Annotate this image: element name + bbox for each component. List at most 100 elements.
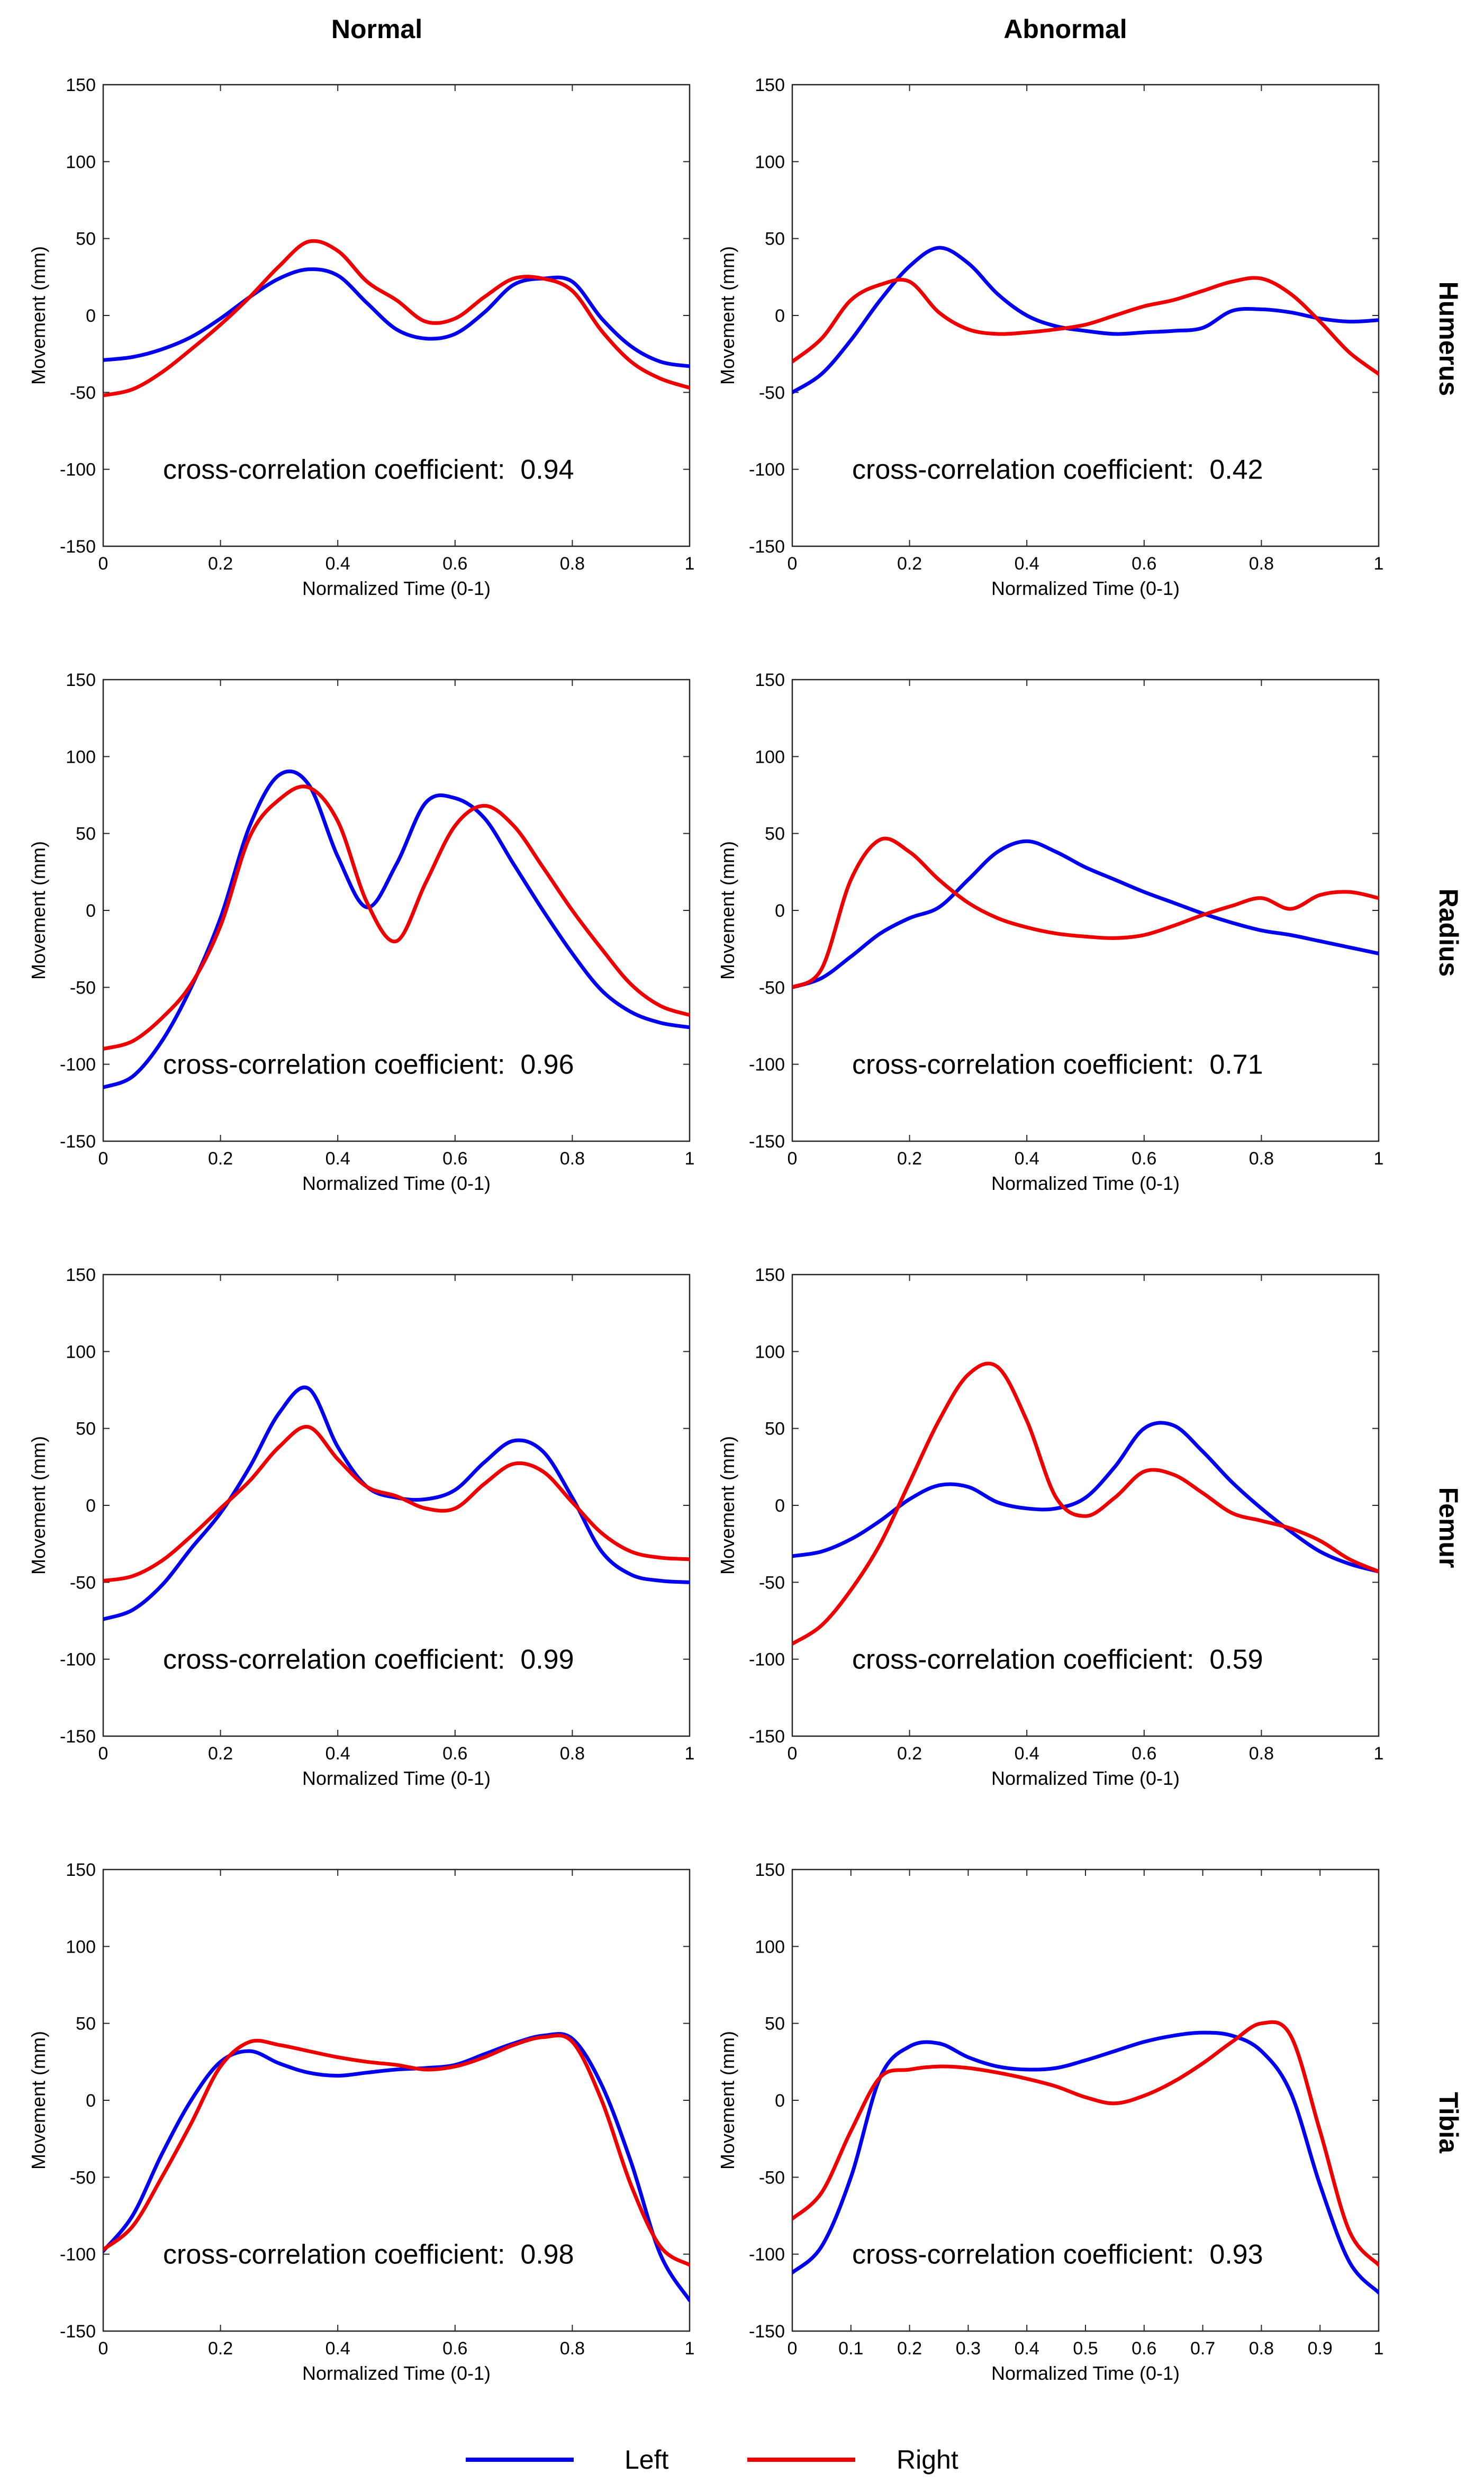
y-tick-label: 100 — [66, 1342, 96, 1362]
x-axis-label: Normalized Time (0-1) — [991, 1172, 1180, 1194]
legend: Left Right — [466, 2445, 958, 2475]
series-line-left — [792, 246, 1379, 394]
series-line-right — [103, 239, 690, 398]
y-tick-label: 0 — [775, 901, 785, 921]
y-tick-label: 0 — [86, 901, 96, 921]
x-tick-label: 0.8 — [560, 1149, 585, 1169]
y-tick-label: 50 — [765, 229, 785, 249]
x-tick-label: 0 — [98, 1744, 108, 1764]
x-tick-label: 0.6 — [442, 1744, 467, 1764]
cross-correlation-annotation: cross-correlation coefficient: 0.42 — [852, 455, 1263, 485]
x-tick-label: 0 — [98, 2338, 108, 2359]
x-tick-label: 0.2 — [208, 554, 233, 574]
series-line-right — [792, 1361, 1379, 1646]
series-line-right — [792, 276, 1379, 376]
y-tick-label: 100 — [755, 1342, 785, 1362]
x-tick-label: 0.6 — [1132, 2338, 1156, 2359]
x-tick-label: 0.4 — [1015, 1149, 1039, 1169]
x-axis-label: Normalized Time (0-1) — [991, 577, 1180, 599]
x-tick-label: 1 — [1374, 1744, 1384, 1764]
y-tick-label: -50 — [759, 2168, 785, 2188]
panel-tibia-normal: 0 0.2 0.4 0.6 0.8 1 -150 -100 -50 0 50 100 150 Normal… — [28, 1860, 694, 2384]
cross-correlation-annotation: cross-correlation coefficient: 0.96 — [163, 1050, 574, 1080]
series-line-left — [792, 2030, 1379, 2295]
y-tick-label: -100 — [749, 1650, 785, 1670]
x-tick-label: 0.4 — [325, 1149, 350, 1169]
series-line-left — [103, 2031, 690, 2303]
column-title-normal: Normal — [331, 14, 422, 44]
panels: 0 0.2 0.4 0.6 0.8 1-150-100-50050100150Normal… — [28, 75, 1383, 2384]
series-line-left — [103, 1385, 690, 1621]
y-tick-label: 100 — [66, 1937, 96, 1957]
x-tick-label: 0.2 — [208, 1149, 233, 1169]
y-tick-label: 50 — [76, 2014, 96, 2034]
x-tick-label: 0 — [788, 1149, 798, 1169]
series-line-right — [103, 2033, 690, 2267]
x-tick-label: 0.2 — [897, 554, 922, 574]
y-tick-label: -50 — [70, 978, 96, 998]
x-tick-label: 1 — [685, 1149, 695, 1169]
y-tick-label: 150 — [66, 670, 96, 690]
y-axis-label: Movement (mm) — [717, 841, 738, 980]
x-tick-label: 0.8 — [560, 1744, 585, 1764]
x-tick-label: 1 — [1374, 2338, 1384, 2359]
x-tick-label: 0.9 — [1308, 2338, 1333, 2359]
x-tick-label: 0.6 — [442, 2338, 467, 2359]
panel-humerus-abnormal: 0 0.2 0.4 0.6 0.8 1 -150 -100 -50 0 50 100 150 Normal… — [717, 75, 1383, 599]
x-tick-label: 0.4 — [1015, 2338, 1039, 2359]
cross-correlation-annotation: cross-correlation coefficient: 0.94 — [163, 455, 574, 485]
x-tick-label: 1 — [685, 1744, 695, 1764]
cross-correlation-annotation: cross-correlation coefficient: 0.93 — [852, 2240, 1263, 2270]
x-tick-label: 0.8 — [560, 2338, 585, 2359]
y-tick-label: -100 — [749, 460, 785, 480]
panel-radius-abnormal: 0 0.2 0.4 0.6 0.8 1 -150 -100 -50 0 50 100 150 Normal… — [717, 670, 1383, 1194]
y-tick-label: -50 — [759, 978, 785, 998]
series-line-right — [103, 784, 690, 1051]
x-tick-label: 0 — [98, 554, 108, 574]
y-tick-label: 0 — [775, 2091, 785, 2111]
x-tick-label: 1 — [685, 2338, 695, 2359]
x-tick-label: 0.2 — [897, 1149, 922, 1169]
panel-femur-abnormal: 0 0.2 0.4 0.6 0.8 1 -150 -100 -50 0 50 100 150 Normal… — [717, 1265, 1383, 1789]
x-tick-label: 0.4 — [325, 1744, 350, 1764]
x-tick-label: 0.6 — [1132, 1149, 1156, 1169]
y-axis-label: Movement (mm) — [28, 2031, 49, 2170]
x-tick-label: 0.2 — [897, 1744, 922, 1764]
x-tick-label: 0.8 — [1249, 2338, 1274, 2359]
y-tick-label: 150 — [755, 1860, 785, 1880]
x-tick-label: 0.2 — [208, 1744, 233, 1764]
y-axis-label: Movement (mm) — [28, 1436, 49, 1575]
x-tick-label: 0.5 — [1073, 2338, 1098, 2359]
panel-radius-normal: 0 0.2 0.4 0.6 0.8 1 -150 -100 -50 0 50 100 150 Normal… — [28, 670, 694, 1194]
y-tick-label: -150 — [60, 537, 96, 557]
x-tick-label: 0 — [788, 554, 798, 574]
y-axis-label: Movement (mm) — [717, 1436, 738, 1575]
x-tick-label: 0.8 — [1249, 1744, 1274, 1764]
y-axis-label: Movement (mm) — [717, 246, 738, 385]
panel-tibia-abnormal: 0 0.1 0.2 0.3 0.4 0.5 0.6 0.7 0.8 0.9 1 -150 -100 -50… — [717, 1860, 1383, 2384]
y-tick-label: 50 — [765, 1419, 785, 1439]
y-tick-label: 50 — [76, 824, 96, 844]
y-tick-label: 100 — [755, 152, 785, 172]
row-title-humerus: Humerus — [1434, 282, 1463, 396]
y-tick-label: 150 — [755, 75, 785, 95]
cross-correlation-annotation: cross-correlation coefficient: 0.71 — [852, 1050, 1263, 1080]
x-tick-label: 0 — [788, 2338, 798, 2359]
x-axis-label: Normalized Time (0-1) — [991, 1767, 1180, 1789]
y-tick-label: -50 — [70, 1573, 96, 1593]
x-tick-label: 0.3 — [956, 2338, 981, 2359]
y-tick-label: -100 — [60, 1055, 96, 1075]
x-tick-label: 0.6 — [442, 1149, 467, 1169]
series-line-left — [103, 769, 690, 1089]
y-tick-label: 0 — [775, 1496, 785, 1516]
x-tick-label: 0.2 — [897, 2338, 922, 2359]
cross-correlation-annotation: cross-correlation coefficient: 0.59 — [852, 1645, 1263, 1675]
y-tick-label: 150 — [66, 1265, 96, 1285]
y-tick-label: 150 — [66, 75, 96, 95]
x-axis-label: Normalized Time (0-1) — [991, 2362, 1180, 2384]
x-axis-label: Normalized Time (0-1) — [302, 577, 491, 599]
series-line-left — [792, 839, 1379, 989]
y-tick-label: -150 — [749, 1727, 785, 1747]
panel-femur-normal: 0 0.2 0.4 0.6 0.8 1 -150 -100 -50 0 50 100 150 Normal… — [28, 1265, 694, 1789]
